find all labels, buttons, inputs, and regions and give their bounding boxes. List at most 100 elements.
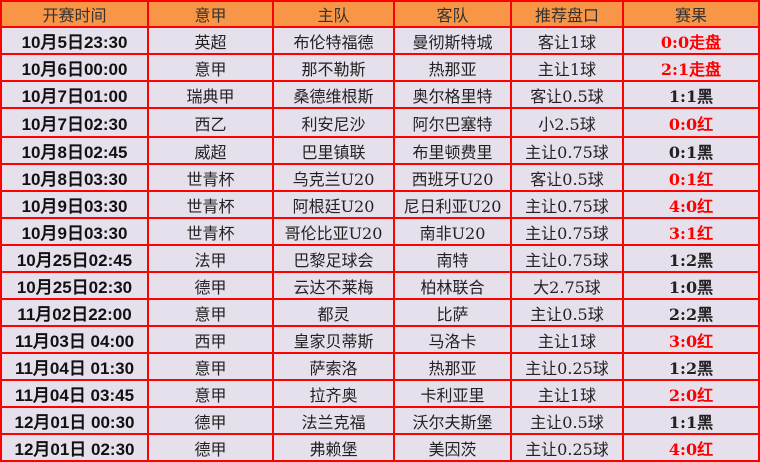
time-cell: 10月25日02:30 bbox=[0, 271, 149, 300]
time-cell: 10月9日03:30 bbox=[0, 217, 149, 246]
home-team-cell: 乌克兰U20 bbox=[272, 163, 395, 192]
time-cell: 10月7日01:00 bbox=[0, 80, 149, 109]
table-row: 10月8日03:30 世青杯 乌克兰U20 西班牙U20 客让0.5球 0:1红 bbox=[0, 163, 760, 192]
header-away: 客队 bbox=[393, 0, 512, 28]
tip-cell: 主让1球 bbox=[510, 379, 624, 408]
away-team-cell: 美因茨 bbox=[393, 433, 512, 462]
result-cell: 4:0红 bbox=[622, 190, 760, 219]
table-row: 10月8日02:45 威超 巴里镇联 布里顿费里 主让0.75球 0:1黑 bbox=[0, 136, 760, 165]
away-team-cell: 柏林联合 bbox=[393, 271, 512, 300]
away-team-cell: 布里顿费里 bbox=[393, 136, 512, 165]
table-row: 10月7日01:00 瑞典甲 桑德维根斯 奥尔格里特 客让0.5球 1:1黑 bbox=[0, 80, 760, 109]
result-cell: 1:0黑 bbox=[622, 271, 760, 300]
time-cell: 12月01日 00:30 bbox=[0, 406, 149, 435]
away-team-cell: 沃尔夫斯堡 bbox=[393, 406, 512, 435]
result-cell: 0:1红 bbox=[622, 163, 760, 192]
time-cell: 11月02日22:00 bbox=[0, 298, 149, 327]
tip-cell: 大2.75球 bbox=[510, 271, 624, 300]
league-cell: 世青杯 bbox=[147, 190, 274, 219]
tip-cell: 主让0.75球 bbox=[510, 190, 624, 219]
league-cell: 世青杯 bbox=[147, 217, 274, 246]
table-row: 11月04日 03:45 意甲 拉齐奥 卡利亚里 主让1球 2:0红 bbox=[0, 379, 760, 408]
result-cell: 2:0红 bbox=[622, 379, 760, 408]
away-team-cell: 卡利亚里 bbox=[393, 379, 512, 408]
result-cell: 4:0红 bbox=[622, 433, 760, 462]
league-cell: 西甲 bbox=[147, 325, 274, 354]
away-team-cell: 尼日利亚U20 bbox=[393, 190, 512, 219]
league-cell: 瑞典甲 bbox=[147, 80, 274, 109]
home-team-cell: 布伦特福德 bbox=[272, 26, 395, 55]
result-cell: 1:1黑 bbox=[622, 406, 760, 435]
time-cell: 10月7日02:30 bbox=[0, 107, 149, 138]
home-team-cell: 云达不莱梅 bbox=[272, 271, 395, 300]
league-cell: 意甲 bbox=[147, 53, 274, 82]
home-team-cell: 利安尼沙 bbox=[272, 107, 395, 138]
result-cell: 0:1黑 bbox=[622, 136, 760, 165]
result-cell: 2:2黑 bbox=[622, 298, 760, 327]
result-cell: 1:2黑 bbox=[622, 244, 760, 273]
table-row: 11月04日 01:30 意甲 萨索洛 热那亚 主让0.25球 1:2黑 bbox=[0, 352, 760, 381]
tip-cell: 主让1球 bbox=[510, 53, 624, 82]
header-home: 主队 bbox=[272, 0, 395, 28]
away-team-cell: 比萨 bbox=[393, 298, 512, 327]
header-tip: 推荐盘口 bbox=[510, 0, 624, 28]
table-row: 10月7日02:30 西乙 利安尼沙 阿尔巴塞特 小2.5球 0:0红 bbox=[0, 107, 760, 138]
time-cell: 11月04日 01:30 bbox=[0, 352, 149, 381]
away-team-cell: 曼彻斯特城 bbox=[393, 26, 512, 55]
table-row: 10月5日23:30 英超 布伦特福德 曼彻斯特城 客让1球 0:0走盘 bbox=[0, 26, 760, 55]
result-cell: 0:0红 bbox=[622, 107, 760, 138]
home-team-cell: 皇家贝蒂斯 bbox=[272, 325, 395, 354]
time-cell: 12月01日 02:30 bbox=[0, 433, 149, 462]
league-cell: 世青杯 bbox=[147, 163, 274, 192]
table-row: 11月03日 04:00 西甲 皇家贝蒂斯 马洛卡 主让1球 3:0红 bbox=[0, 325, 760, 354]
time-cell: 10月9日03:30 bbox=[0, 190, 149, 219]
tip-cell: 小2.5球 bbox=[510, 107, 624, 138]
home-team-cell: 萨索洛 bbox=[272, 352, 395, 381]
table-row: 11月02日22:00 意甲 都灵 比萨 主让0.5球 2:2黑 bbox=[0, 298, 760, 327]
tip-cell: 主让0.75球 bbox=[510, 244, 624, 273]
home-team-cell: 那不勒斯 bbox=[272, 53, 395, 82]
league-cell: 英超 bbox=[147, 26, 274, 55]
time-cell: 10月25日02:45 bbox=[0, 244, 149, 273]
tip-cell: 主让0.75球 bbox=[510, 136, 624, 165]
header-time: 开赛时间 bbox=[0, 0, 149, 28]
league-cell: 威超 bbox=[147, 136, 274, 165]
time-cell: 10月8日02:45 bbox=[0, 136, 149, 165]
header-row: 开赛时间 意甲 主队 客队 推荐盘口 赛果 bbox=[0, 0, 760, 28]
league-cell: 西乙 bbox=[147, 107, 274, 138]
home-team-cell: 阿根廷U20 bbox=[272, 190, 395, 219]
result-cell: 0:0走盘 bbox=[622, 26, 760, 55]
home-team-cell: 桑德维根斯 bbox=[272, 80, 395, 109]
table-row: 10月25日02:45 法甲 巴黎足球会 南特 主让0.75球 1:2黑 bbox=[0, 244, 760, 273]
result-cell: 1:2黑 bbox=[622, 352, 760, 381]
away-team-cell: 西班牙U20 bbox=[393, 163, 512, 192]
result-cell: 2:1走盘 bbox=[622, 53, 760, 82]
home-team-cell: 都灵 bbox=[272, 298, 395, 327]
table-row: 10月9日03:30 世青杯 哥伦比亚U20 南非U20 主让0.75球 3:1红 bbox=[0, 217, 760, 246]
time-cell: 10月5日23:30 bbox=[0, 26, 149, 55]
home-team-cell: 拉齐奥 bbox=[272, 379, 395, 408]
league-cell: 德甲 bbox=[147, 406, 274, 435]
time-cell: 11月03日 04:00 bbox=[0, 325, 149, 354]
tip-cell: 主让0.25球 bbox=[510, 433, 624, 462]
result-cell: 3:1红 bbox=[622, 217, 760, 246]
away-team-cell: 马洛卡 bbox=[393, 325, 512, 354]
result-cell: 3:0红 bbox=[622, 325, 760, 354]
tip-cell: 主让1球 bbox=[510, 325, 624, 354]
away-team-cell: 阿尔巴塞特 bbox=[393, 107, 512, 138]
table-row: 12月01日 00:30 德甲 法兰克福 沃尔夫斯堡 主让0.5球 1:1黑 bbox=[0, 406, 760, 435]
table-row: 10月9日03:30 世青杯 阿根廷U20 尼日利亚U20 主让0.75球 4:0红 bbox=[0, 190, 760, 219]
league-cell: 意甲 bbox=[147, 352, 274, 381]
time-cell: 10月8日03:30 bbox=[0, 163, 149, 192]
home-team-cell: 法兰克福 bbox=[272, 406, 395, 435]
league-cell: 德甲 bbox=[147, 433, 274, 462]
header-result: 赛果 bbox=[622, 0, 760, 28]
home-team-cell: 弗赖堡 bbox=[272, 433, 395, 462]
time-cell: 10月6日00:00 bbox=[0, 53, 149, 82]
home-team-cell: 哥伦比亚U20 bbox=[272, 217, 395, 246]
away-team-cell: 热那亚 bbox=[393, 53, 512, 82]
league-cell: 意甲 bbox=[147, 379, 274, 408]
tip-cell: 客让0.5球 bbox=[510, 163, 624, 192]
league-cell: 意甲 bbox=[147, 298, 274, 327]
